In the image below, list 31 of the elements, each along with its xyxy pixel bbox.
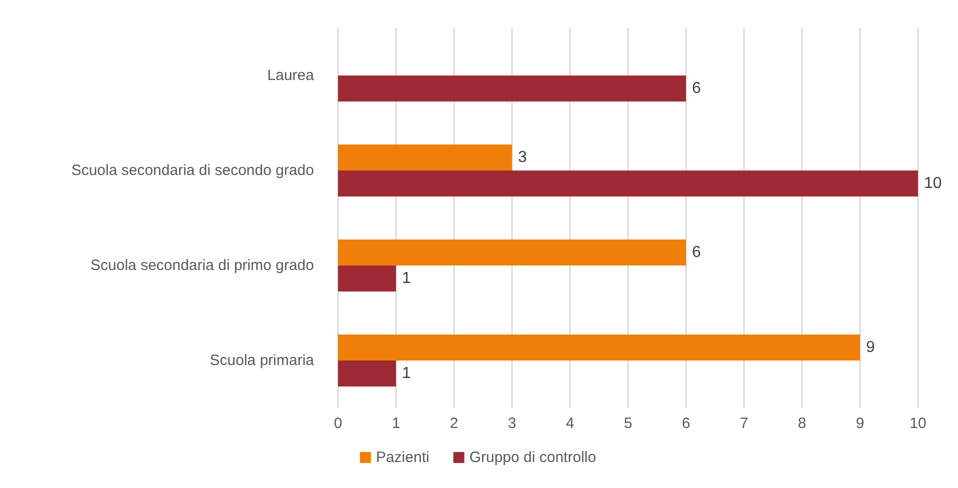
y-tick-label: Laurea <box>267 67 315 84</box>
legend-label: Pazienti <box>376 449 430 466</box>
bar <box>338 144 512 170</box>
data-label: 3 <box>518 149 527 166</box>
data-label: 1 <box>402 270 411 287</box>
data-label: 6 <box>692 80 701 97</box>
y-tick-label: Scuola secondaria di primo grado <box>90 257 314 274</box>
x-tick-label: 8 <box>798 415 806 432</box>
x-tick-label: 9 <box>856 415 864 432</box>
x-tick-label: 2 <box>450 415 458 432</box>
x-tick-label: 3 <box>508 415 516 432</box>
x-tick-label: 7 <box>740 415 748 432</box>
bar <box>338 76 686 102</box>
bar <box>338 360 396 386</box>
data-label: 10 <box>924 175 942 192</box>
bar <box>338 334 860 360</box>
x-tick-label: 10 <box>910 415 926 432</box>
bar <box>338 240 686 266</box>
x-tick-label: 4 <box>566 415 574 432</box>
x-tick-label: 5 <box>624 415 632 432</box>
bar <box>338 266 396 292</box>
data-label: 9 <box>866 339 875 356</box>
data-label: 6 <box>692 244 701 261</box>
legend-label: Gruppo di controllo <box>469 449 596 466</box>
x-tick-label: 6 <box>682 415 690 432</box>
y-tick-label: Scuola primaria <box>210 352 315 369</box>
x-tick-label: 1 <box>392 415 400 432</box>
data-label: 1 <box>402 365 411 382</box>
bar <box>338 170 918 196</box>
x-tick-label: 0 <box>334 415 342 432</box>
y-tick-label: Scuola secondaria di secondo grado <box>71 162 314 179</box>
